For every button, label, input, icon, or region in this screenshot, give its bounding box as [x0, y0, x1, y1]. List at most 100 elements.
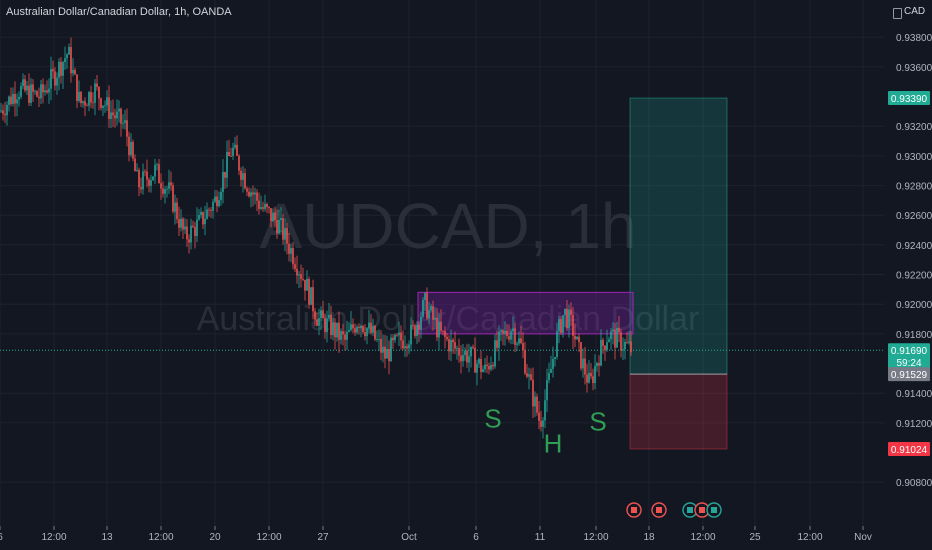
- candle-body: [34, 91, 36, 93]
- candle-body: [360, 326, 362, 329]
- candle-body: [438, 321, 440, 338]
- time-axis-bg: [0, 526, 932, 550]
- candle-body: [134, 158, 136, 172]
- left-shoulder-label: S: [484, 403, 501, 433]
- candle-body: [120, 108, 122, 124]
- candle-body: [350, 324, 352, 331]
- candle-body: [64, 58, 66, 63]
- candle-body: [100, 98, 102, 108]
- candle-body: [458, 348, 460, 356]
- candle-body: [130, 141, 132, 156]
- candle-body: [576, 336, 578, 340]
- candle-body: [506, 330, 508, 337]
- candle-body: [18, 96, 20, 100]
- candle-body: [6, 104, 8, 116]
- candle-body: [270, 208, 272, 222]
- candle-body: [600, 339, 602, 366]
- candle-body: [420, 316, 422, 330]
- candle-body: [614, 329, 616, 348]
- candle-body: [480, 358, 482, 372]
- candle-body: [96, 83, 98, 87]
- loss-zone: [629, 373, 728, 450]
- candle-body: [510, 331, 512, 340]
- candle-body: [284, 227, 286, 240]
- candle-body: [84, 101, 86, 106]
- candle-body: [74, 69, 76, 75]
- candle-body: [172, 185, 174, 212]
- candle-body: [280, 217, 282, 220]
- candle-body: [482, 369, 484, 372]
- candle-body: [218, 199, 220, 207]
- candle-body: [500, 330, 502, 332]
- candle-body: [348, 330, 350, 332]
- candle-body: [116, 111, 118, 119]
- candle-body: [148, 179, 150, 186]
- candle-body: [494, 340, 496, 367]
- candle-body: [548, 372, 550, 381]
- candle-body: [288, 243, 290, 254]
- candle-body: [628, 341, 630, 343]
- candle-body: [78, 91, 80, 101]
- candle-body: [106, 97, 108, 106]
- candle-body: [72, 69, 74, 74]
- time-axis[interactable]: 6 12:00 13 12:00 20 12:00 27 Oct 6 11 12:00 18 12:00…: [0, 526, 932, 550]
- candle-body: [42, 84, 44, 93]
- price-axis[interactable]: 0.93800 0.93600 0.93200 0.93000 0.92800 0.926…: [896, 33, 932, 489]
- candle-body: [526, 373, 528, 377]
- candle-body: [462, 354, 464, 362]
- candle-body: [262, 207, 264, 209]
- candle-body: [294, 264, 296, 269]
- candle-body: [476, 363, 478, 373]
- candle-body: [418, 324, 420, 330]
- candle-body: [622, 349, 624, 351]
- candle-body: [354, 328, 356, 333]
- long-position-tool[interactable]: [629, 97, 728, 450]
- candle-body: [4, 113, 6, 116]
- event-flag-icon: [699, 507, 705, 513]
- currency-label[interactable]: CAD: [904, 6, 926, 17]
- candle-body: [144, 171, 146, 173]
- candle-body: [582, 358, 584, 369]
- y-tick-label: 0.92200: [896, 271, 932, 282]
- candle-body: [320, 310, 322, 319]
- resistance-zone[interactable]: [417, 291, 634, 335]
- candle-body: [268, 207, 270, 209]
- candle-body: [584, 358, 586, 375]
- candle-body: [8, 96, 10, 105]
- candle-body: [344, 334, 346, 340]
- candle-body: [492, 364, 494, 367]
- candle-body: [310, 287, 312, 305]
- candle-body: [498, 331, 500, 348]
- currency-icon[interactable]: [893, 8, 902, 19]
- candle-body: [538, 412, 540, 421]
- candle-body: [52, 69, 54, 72]
- candle-body: [414, 325, 416, 336]
- candle-body: [308, 278, 310, 305]
- candle-body: [596, 363, 598, 367]
- x-tick-label: 18: [643, 532, 655, 543]
- candle-body: [528, 374, 530, 377]
- candle-body: [168, 182, 170, 189]
- candle-body: [322, 310, 324, 319]
- candle-body: [536, 396, 538, 413]
- candle-body: [524, 350, 526, 374]
- candle-body: [86, 105, 88, 107]
- candle-body: [448, 339, 450, 352]
- x-tick-label: 20: [209, 532, 221, 543]
- candle-body: [272, 212, 274, 222]
- x-tick-label: 12:00: [148, 532, 173, 543]
- candle-body: [558, 319, 560, 332]
- candle-body: [440, 321, 442, 331]
- candle-body: [202, 211, 204, 225]
- candle-body: [624, 341, 626, 350]
- candle-body: [390, 337, 392, 362]
- candle-body: [28, 85, 30, 103]
- x-tick-label: Oct: [401, 532, 417, 543]
- candle-body: [184, 226, 186, 230]
- candle-body: [578, 336, 580, 343]
- candle-body: [210, 210, 212, 211]
- candle-body: [568, 309, 570, 328]
- event-markers[interactable]: [626, 502, 722, 518]
